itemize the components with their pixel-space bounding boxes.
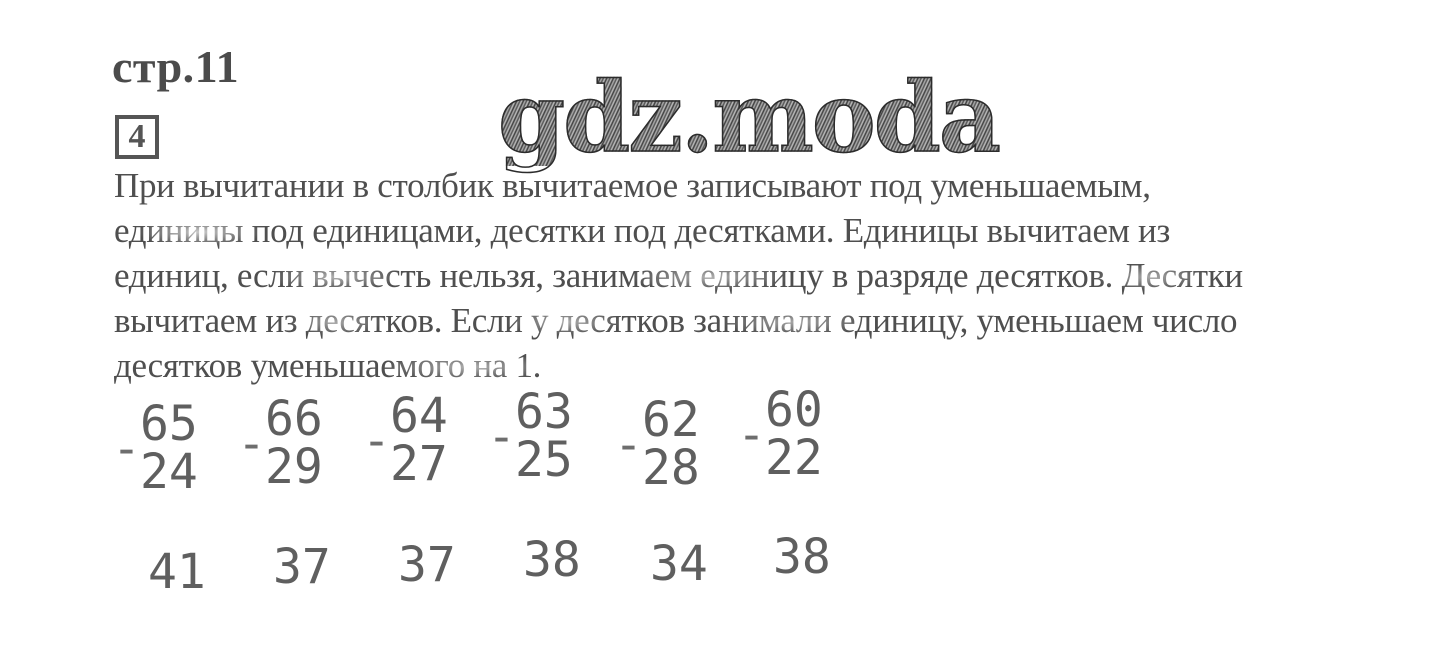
minuend: 65 [140, 396, 198, 452]
minus-sign: - [112, 421, 141, 477]
subtrahend: 29 [265, 439, 323, 495]
minus-sign: - [487, 409, 516, 465]
subtrahend: 28 [642, 440, 700, 496]
answer: 38 [773, 529, 831, 585]
minuend: 64 [390, 388, 448, 444]
explanation-paragraph: При вычитании в столбик вычитаемое запис… [114, 163, 1424, 388]
paragraph-line: вычитаем из десятков. Если у десятков за… [114, 301, 1238, 340]
paragraph-line: единиц, если вычесть нельзя, занимаем ед… [114, 256, 1243, 295]
minuend: 62 [642, 392, 700, 448]
page-title: стр.11 [112, 41, 240, 92]
minuend: 66 [265, 391, 323, 447]
task-number-box: 4 [115, 115, 159, 159]
minuend: 60 [765, 382, 823, 438]
minus-sign: - [737, 407, 766, 463]
paragraph-line: десятков уменьшаемого на 1. [114, 346, 542, 385]
minus-sign: - [362, 413, 391, 469]
answer: 37 [273, 539, 331, 595]
minus-sign: - [237, 416, 266, 472]
answer: 41 [148, 544, 206, 600]
subtrahend: 22 [765, 430, 823, 486]
task-number: 4 [128, 118, 146, 155]
minuend: 63 [515, 384, 573, 440]
paragraph-line: При вычитании в столбик вычитаемое запис… [114, 166, 1151, 205]
answer: 37 [398, 537, 456, 593]
subtrahend: 27 [390, 436, 448, 492]
paragraph-line: единицы под единицами, десятки под десят… [114, 211, 1170, 250]
subtrahend: 25 [515, 432, 573, 488]
answer: 38 [523, 532, 581, 588]
subtrahend: 24 [140, 444, 198, 500]
answer: 34 [650, 536, 708, 592]
watermark-text: gdz.moda [497, 61, 1002, 174]
minus-sign: - [614, 417, 643, 473]
